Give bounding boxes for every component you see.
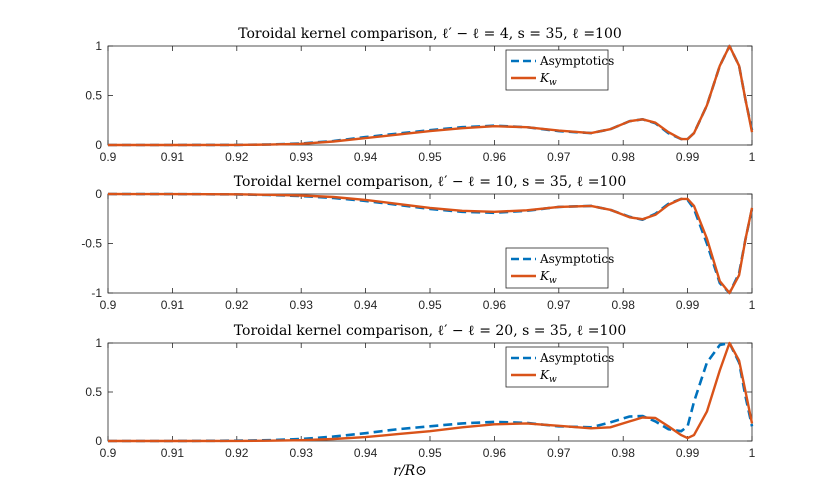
- legend-label-asymptotics: Asymptotics: [539, 54, 614, 68]
- x-tick-label: 0.96: [483, 150, 507, 164]
- x-tick-label: 0.97: [547, 150, 571, 164]
- x-tick-label: 0.93: [290, 298, 314, 312]
- x-tick-label: 1: [749, 298, 756, 312]
- x-tick-label: 0.99: [676, 446, 700, 460]
- x-tick-label: 0.9: [100, 150, 117, 164]
- series-line-asymptotics: [108, 341, 754, 443]
- series-line-kw: [107, 192, 754, 295]
- legend-label-kw: Kw: [539, 71, 557, 88]
- x-tick-label: 0.95: [418, 150, 442, 164]
- x-tick-label: 0.98: [612, 446, 636, 460]
- y-tick-label: -0.5: [81, 237, 102, 251]
- legend-box: [505, 346, 609, 388]
- x-tick-label: 0.96: [483, 446, 507, 460]
- x-tick-label: 0.99: [676, 150, 700, 164]
- x-tick-label: 0.9: [100, 298, 117, 312]
- x-tick-label: 0.93: [290, 150, 314, 164]
- x-tick-label: 0.98: [612, 150, 636, 164]
- y-tick-label: 1: [95, 39, 102, 53]
- legend-label-kw: Kw: [539, 368, 557, 385]
- x-tick-label: 0.91: [161, 298, 185, 312]
- x-tick-label: 0.94: [354, 446, 378, 460]
- x-tick-label: 0.95: [418, 298, 442, 312]
- legend-label-asymptotics: Asymptotics: [539, 351, 614, 365]
- panel-3: Toroidal kernel comparison, ℓ′ − ℓ = 20,…: [85, 323, 755, 460]
- x-tick-label: 0.91: [161, 150, 185, 164]
- y-tick-label: 0.5: [85, 89, 102, 103]
- legend: Asymptotics Kw: [505, 346, 614, 388]
- y-tick-label: 0: [95, 187, 102, 201]
- y-tick-label: 0.5: [85, 385, 102, 399]
- legend-label-kw: Kw: [539, 269, 557, 286]
- axes-box: [107, 45, 753, 146]
- x-tick-label: 0.92: [225, 298, 249, 312]
- x-tick-label: 0.99: [676, 298, 700, 312]
- legend-label-asymptotics: Asymptotics: [539, 252, 614, 266]
- axes-box: [107, 342, 753, 442]
- x-tick-label: 0.97: [547, 446, 571, 460]
- legend-box: [505, 49, 609, 91]
- y-tick-label: 1: [95, 336, 102, 350]
- x-tick-label: 0.96: [483, 298, 507, 312]
- y-tick-label: -1: [91, 286, 102, 300]
- x-axis-label: r/R⊙: [393, 463, 427, 479]
- legend: Asymptotics Kw: [505, 49, 614, 91]
- legend: Asymptotics Kw: [505, 247, 614, 289]
- x-tick-label: 0.94: [354, 150, 378, 164]
- x-tick-label: 0.92: [225, 150, 249, 164]
- x-tick-label: 0.98: [612, 298, 636, 312]
- x-tick-label: 0.94: [354, 298, 378, 312]
- series-line-kw: [108, 341, 754, 443]
- x-tick-label: 0.92: [225, 446, 249, 460]
- x-tick-label: 0.97: [547, 298, 571, 312]
- panel-1: Toroidal kernel comparison, ℓ′ − ℓ = 4, …: [85, 26, 755, 164]
- x-tick-label: 0.93: [290, 446, 314, 460]
- chart-title: Toroidal kernel comparison, ℓ′ − ℓ = 4, …: [238, 26, 622, 42]
- x-tick-label: 0.95: [418, 446, 442, 460]
- panel-2: Toroidal kernel comparison, ℓ′ − ℓ = 10,…: [81, 174, 755, 312]
- y-tick-label: 0: [95, 434, 102, 448]
- chart-title: Toroidal kernel comparison, ℓ′ − ℓ = 20,…: [234, 323, 626, 339]
- x-tick-label: 0.9: [100, 446, 117, 460]
- x-tick-label: 1: [749, 150, 756, 164]
- x-tick-label: 0.91: [161, 446, 185, 460]
- series-line-kw: [108, 44, 754, 147]
- y-tick-label: 0: [95, 138, 102, 152]
- chart-title: Toroidal kernel comparison, ℓ′ − ℓ = 10,…: [234, 174, 626, 190]
- x-tick-label: 1: [749, 446, 756, 460]
- legend-box: [505, 247, 609, 289]
